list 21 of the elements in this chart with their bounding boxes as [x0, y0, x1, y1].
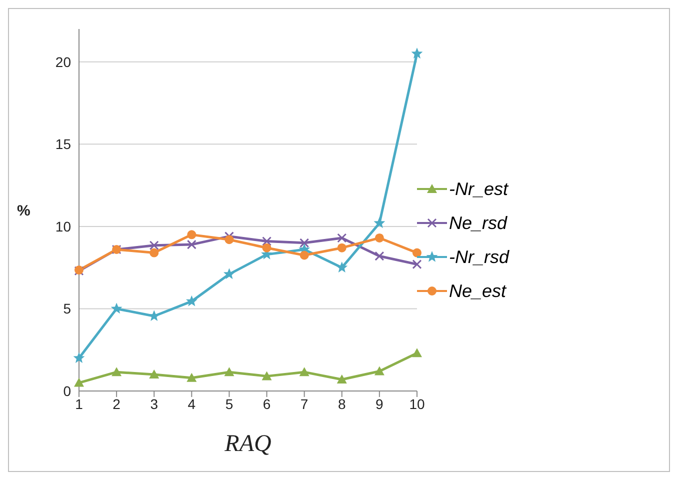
y-tick-label: 20	[55, 54, 72, 70]
legend-label: Ne_rsd	[448, 212, 508, 234]
y-tick-label: 0	[63, 382, 72, 399]
legend-label: Ne_est	[448, 280, 506, 302]
x-tick-label: 4	[188, 396, 196, 412]
y-axis-title: %	[17, 202, 30, 220]
x-tick-label: 8	[338, 396, 346, 412]
y-tick-label: 5	[63, 300, 72, 317]
x-axis-title: RAQ	[224, 431, 272, 457]
x-tick-label: 1	[75, 396, 84, 412]
x-tick-label: 3	[150, 396, 158, 412]
legend-label: -Nr_rsd	[448, 246, 509, 268]
x-tick-label: 10	[409, 396, 425, 412]
x-tick-label: 6	[262, 396, 271, 412]
y-tick-label: 15	[55, 136, 72, 152]
x-tick-label: 9	[376, 396, 384, 412]
y-tick-label: 10	[55, 218, 72, 234]
x-tick-label: 2	[112, 396, 121, 412]
legend-label: -Nr_est	[448, 178, 508, 200]
x-tick-label: 5	[225, 396, 234, 412]
x-tick-label: 7	[300, 396, 308, 412]
